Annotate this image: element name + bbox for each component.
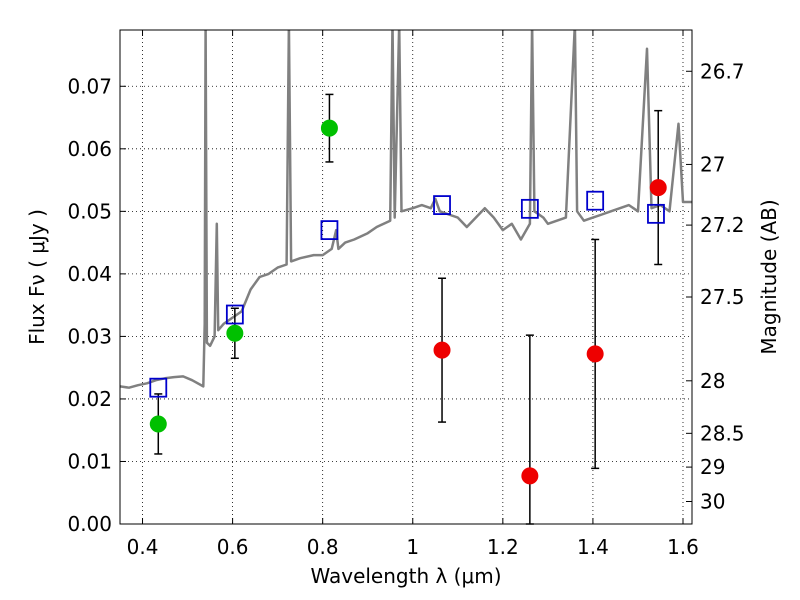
x-tick-label: 0.6: [217, 535, 249, 559]
model-square: [149, 377, 168, 398]
x-tick-label: 1: [406, 535, 419, 559]
y2-tick-label: 28: [700, 369, 725, 393]
y2-axis-label: Magnitude (AB): [757, 199, 781, 354]
model-square: [320, 220, 339, 241]
y-axis-label: Flux Fν ( μJy ): [25, 209, 49, 345]
model-square: [647, 203, 665, 224]
detection-point: [320, 119, 338, 137]
detection-point: [226, 324, 244, 342]
y-tick-label: 0.05: [67, 199, 112, 223]
model-square: [433, 195, 451, 215]
spectrum-line: [120, 30, 692, 389]
y-tick-label: 0.02: [67, 387, 112, 411]
plot-frame: [119, 29, 693, 525]
detection-point: [149, 415, 167, 433]
y2-tick-label: 27.2: [700, 213, 745, 237]
model-square: [586, 190, 605, 211]
y-tick-label: 0.06: [67, 137, 112, 161]
y-tick-label: 0.07: [67, 74, 112, 98]
y-tick-label: 0.04: [67, 262, 112, 286]
x-tick-label: 0.8: [307, 535, 339, 559]
tick-marks: [120, 30, 692, 525]
tick-labels: 0.4 0.6 0.8 1 1.2 1.4 1.6 0.00 0.01 0.02 0.03 0.04 0…: [67, 59, 744, 559]
y-tick-label: 0.01: [67, 449, 112, 473]
x-tick-label: 1.2: [487, 535, 519, 559]
upper_limit-point: [433, 341, 451, 359]
x-tick-label: 1.4: [577, 535, 609, 559]
model-square: [520, 198, 539, 219]
upper_limit-point: [586, 345, 604, 363]
y2-tick-label: 30: [700, 489, 725, 513]
x-tick-label: 0.4: [127, 535, 159, 559]
upper_limit-point: [521, 467, 539, 485]
y-tick-label: 0.00: [67, 512, 112, 536]
y2-tick-label: 27.5: [700, 285, 745, 309]
x-axis-label: Wavelength λ (μm): [310, 564, 501, 588]
error-bars: [154, 93, 663, 525]
y2-tick-label: 27: [700, 152, 725, 176]
y2-tick-label: 28.5: [700, 421, 745, 445]
data-markers: [149, 119, 667, 485]
x-tick-label: 1.6: [667, 535, 699, 559]
upper_limit-point: [649, 179, 667, 197]
y2-tick-label: 29: [700, 455, 725, 479]
y2-tick-label: 26.7: [700, 59, 745, 83]
model-square: [225, 304, 244, 325]
y-tick-label: 0.03: [67, 324, 112, 348]
